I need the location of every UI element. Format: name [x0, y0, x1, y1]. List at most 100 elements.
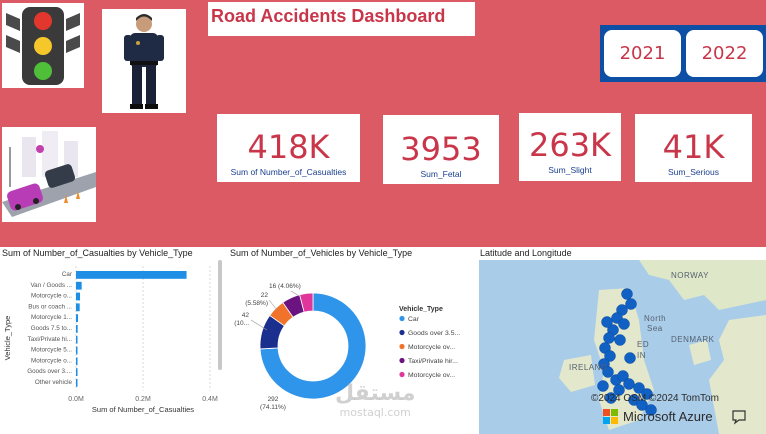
legend-entry[interactable]: Goods over 3.5... — [408, 330, 460, 337]
year-2021-button[interactable]: 2021 — [604, 30, 681, 77]
dashboard-title-box: Road Accidents Dashboard — [208, 2, 475, 36]
category-label: Motorcycle 1... — [31, 314, 72, 321]
map-point[interactable] — [624, 352, 636, 364]
map-provider: Microsoft Azure — [623, 409, 713, 424]
legend-marker — [399, 315, 405, 322]
legend-marker — [399, 371, 405, 378]
map-label-norway: NORWAY — [671, 271, 709, 280]
category-label: Car — [62, 271, 72, 278]
bar[interactable] — [76, 379, 78, 387]
watermark-latin: mostaql.com — [339, 406, 411, 419]
kpi-value: 263K — [528, 126, 612, 164]
slice-label-goods: 42 — [242, 312, 250, 319]
kpi-card-slight: 263K Sum_Slight — [519, 113, 621, 181]
kpi-card-fetal: 3953 Sum_Fetal — [383, 115, 499, 184]
legend-entry[interactable]: Motorcycle ov... — [408, 372, 455, 379]
slice-label-motorcycle: (5.58%) — [245, 300, 268, 307]
kpi-label: Sum of Number_of_Casualties — [230, 167, 347, 177]
year-slicer: 2021 2022 — [600, 25, 766, 82]
legend-title: Vehicle_Type — [399, 306, 443, 313]
legend-entry[interactable]: Motorcycle ov... — [408, 344, 455, 351]
police-officer-image — [102, 9, 186, 113]
kpi-value: 418K — [247, 128, 330, 166]
map-title: Latitude and Longitude — [480, 248, 572, 258]
legend-entry[interactable]: Car — [408, 316, 420, 323]
slice-label-goods: (10... — [234, 320, 249, 327]
category-label: Goods 7.5 to... — [31, 325, 73, 332]
road-traffic-illustration — [2, 127, 96, 222]
map-point[interactable] — [641, 388, 653, 400]
watermark: مستقل mostaql.com — [335, 381, 416, 420]
bar[interactable] — [76, 271, 187, 279]
map-point[interactable] — [603, 332, 615, 344]
category-label: Bus or coach ... — [28, 303, 72, 310]
map-label-sea: Sea — [647, 324, 663, 333]
feedback-chat-icon[interactable] — [731, 409, 747, 425]
map-label-ireland: IRELAND — [569, 363, 608, 372]
legend-marker — [399, 329, 405, 336]
bar[interactable] — [76, 357, 78, 366]
x-tick-label: 0.2M — [135, 396, 151, 403]
donut-chart-title: Sum of Number_of_Vehicles by Vehicle_Typ… — [230, 248, 413, 258]
slice-label-motorcycle: 22 — [261, 292, 269, 299]
bar-chart-scrollbar[interactable] — [218, 260, 222, 370]
map-point[interactable] — [625, 298, 637, 310]
accident-map[interactable]: NORWAY North Sea DENMARK IRELAND ED IN ©… — [479, 260, 766, 434]
category-label: Motorcycle 5... — [31, 347, 72, 354]
year-2022-button[interactable]: 2022 — [686, 30, 763, 77]
kpi-value: 41K — [662, 128, 725, 166]
map-point[interactable] — [621, 288, 633, 300]
bar[interactable] — [76, 335, 78, 344]
map-label-in: IN — [637, 351, 646, 360]
category-label: Goods over 3.... — [27, 368, 72, 375]
category-label: Motorcycle o... — [31, 293, 72, 300]
legend-entry[interactable]: Taxi/Private hir... — [408, 358, 458, 365]
traffic-light-image — [2, 3, 84, 88]
map-point[interactable] — [601, 316, 613, 328]
microsoft-logo-icon — [603, 409, 618, 424]
map-label-denmark: DENMARK — [671, 335, 715, 344]
slice-label-motorcycle-2: 16 (4.06%) — [269, 283, 301, 290]
casualties-bar-chart: 0.0M 0.2M 0.4M Car Van / Goods ... Motorcycle… — [3, 260, 222, 414]
bar[interactable] — [76, 346, 78, 355]
bar[interactable] — [76, 292, 81, 301]
map-point[interactable] — [613, 384, 625, 396]
map-point[interactable] — [617, 370, 629, 382]
slice-label-car: (74.11%) — [260, 404, 286, 411]
map-point[interactable] — [645, 404, 657, 416]
slice-label-car: 292 — [268, 396, 279, 403]
bar-chart-title: Sum of Number_of_Casualties by Vehicle_T… — [2, 248, 193, 258]
legend-marker — [399, 343, 405, 350]
map-point[interactable] — [605, 392, 617, 404]
category-label: Motorcycle o... — [31, 357, 72, 364]
kpi-card-casualties: 418K Sum of Number_of_Casualties — [217, 114, 360, 182]
map-point[interactable] — [614, 334, 626, 346]
map-point[interactable] — [602, 366, 614, 378]
x-tick-label: 0.0M — [68, 396, 84, 403]
map-point[interactable] — [597, 380, 609, 392]
bar[interactable] — [76, 303, 80, 312]
map-label-ed: ED — [637, 340, 650, 349]
map-attribution: ©2024 OSM ©2024 TomTom — [591, 393, 719, 404]
donut-slice[interactable] — [259, 292, 367, 400]
map-point[interactable] — [618, 318, 630, 330]
bar[interactable] — [76, 281, 82, 290]
donut-slice[interactable] — [299, 292, 314, 313]
vehicles-donut-chart: 292(74.11%) 42(10... 22(5.58%) 16 (4.06%) Ve… — [234, 283, 460, 411]
category-label: Other vehicle — [35, 379, 73, 386]
bar[interactable] — [76, 325, 78, 333]
kpi-label: Sum_Slight — [548, 165, 592, 175]
kpi-card-serious: 41K Sum_Serious — [635, 114, 752, 182]
kpi-label: Sum_Serious — [667, 167, 720, 177]
x-tick-label: 0.4M — [202, 396, 218, 403]
map-point[interactable] — [636, 399, 648, 411]
bar[interactable] — [76, 368, 78, 376]
map-point[interactable] — [623, 378, 635, 390]
map-point[interactable] — [604, 350, 616, 362]
category-label: Van / Goods ... — [30, 282, 72, 289]
bar[interactable] — [76, 314, 79, 322]
dashboard-title: Road Accidents Dashboard — [211, 6, 446, 26]
category-label: Taxi/Private hi... — [28, 336, 73, 343]
map-point[interactable] — [633, 382, 645, 394]
watermark-arabic: مستقل — [335, 381, 416, 406]
